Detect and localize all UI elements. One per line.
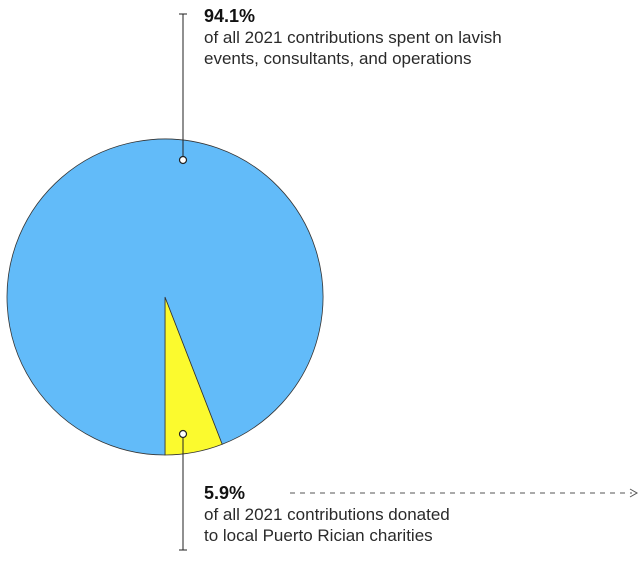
top-callout-text: of all 2021 contributions spent on lavis… xyxy=(204,28,502,68)
bottom-callout: 5.9% of all 2021 contributions donated t… xyxy=(204,482,464,546)
top-callout: 94.1% of all 2021 contributions spent on… xyxy=(204,5,504,69)
top-leader-dot xyxy=(178,155,188,165)
bottom-callout-text: of all 2021 contributions donated to loc… xyxy=(204,505,450,545)
dashed-arrow-head xyxy=(629,488,639,498)
top-callout-value: 94.1% xyxy=(204,6,256,26)
bottom-leader-dot xyxy=(178,429,188,439)
bottom-callout-value: 5.9% xyxy=(204,483,246,503)
pie-slice-0 xyxy=(6,138,324,456)
